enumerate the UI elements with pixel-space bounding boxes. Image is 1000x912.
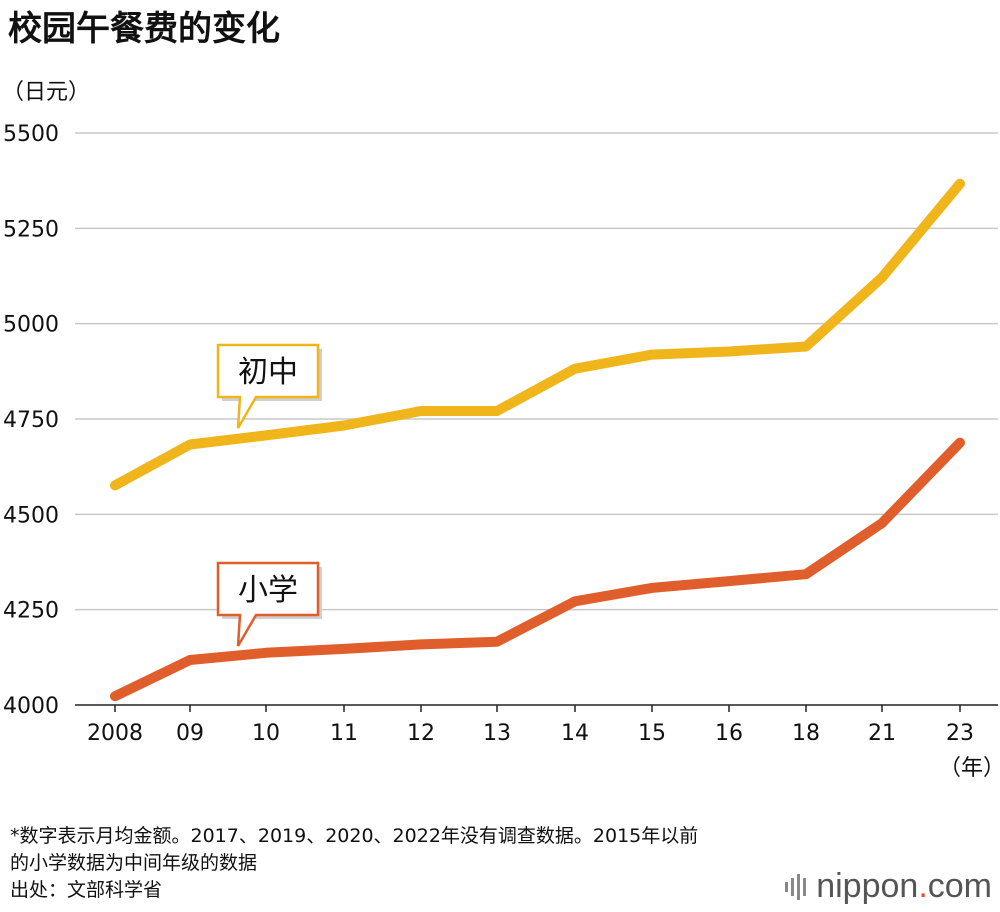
footnote-line-1: *数字表示月均金额。2017、2019、2020、2022年没有调查数据。201… (10, 825, 699, 847)
x-axis-unit: （年） (939, 756, 1000, 781)
x-tick-label: 18 (792, 721, 820, 746)
callout-box (216, 561, 320, 647)
logo-dot: . (918, 867, 928, 905)
logo-suffix: com (927, 867, 992, 905)
logo-name: nippon (816, 867, 919, 905)
y-tick-label: 5250 (3, 217, 59, 242)
x-tick-label: 14 (561, 721, 589, 746)
x-tick-label: 13 (483, 721, 511, 746)
x-tick-label: 16 (715, 721, 743, 746)
footnote-line-2: 的小学数据为中间年级的数据 (10, 852, 258, 874)
x-axis-ticks: 2008 09 10 11 12 13 14 15 16 18 21 23 (87, 705, 974, 746)
callout-box (216, 343, 320, 429)
x-tick-label: 10 (252, 721, 280, 746)
x-tick-label: 21 (868, 721, 896, 746)
series-line-junior-high (110, 178, 965, 491)
y-tick-label: 5500 (3, 122, 59, 147)
series-label-callout: 初中 (216, 343, 322, 429)
line-chart: 校园午餐费的变化 （日元） 4000 4250 4500 4750 5000 5250 55… (2, 9, 1000, 781)
chart-title: 校园午餐费的变化 (8, 9, 280, 49)
y-tick-label: 4000 (3, 694, 59, 719)
series-label-callout: 小学 (216, 561, 322, 647)
logo-bars-icon (785, 873, 807, 900)
series-lines (110, 178, 965, 702)
series-label-text: 初中 (238, 355, 298, 390)
y-tick-label: 4750 (3, 408, 59, 433)
y-tick-label: 4500 (3, 503, 59, 528)
series-label-text: 小学 (238, 573, 298, 608)
nippon-logo: nippon. com (785, 867, 992, 906)
footnote: *数字表示月均金额。2017、2019、2020、2022年没有调查数据。201… (10, 823, 698, 904)
y-tick-label: 4250 (3, 599, 59, 624)
x-tick-label: 09 (176, 721, 204, 746)
x-tick-label: 15 (638, 721, 666, 746)
x-tick-label: 11 (330, 721, 358, 746)
x-tick-label: 2008 (87, 721, 143, 746)
source-line: 出处：文部科学省 (10, 879, 163, 901)
y-axis-unit: （日元） (2, 80, 90, 105)
y-axis-ticks: 4000 4250 4500 4750 5000 5250 5500 (3, 122, 59, 719)
x-tick-label: 12 (407, 721, 435, 746)
x-tick-label: 23 (946, 721, 974, 746)
series-line-elementary (110, 437, 965, 702)
y-tick-label: 5000 (3, 313, 59, 338)
